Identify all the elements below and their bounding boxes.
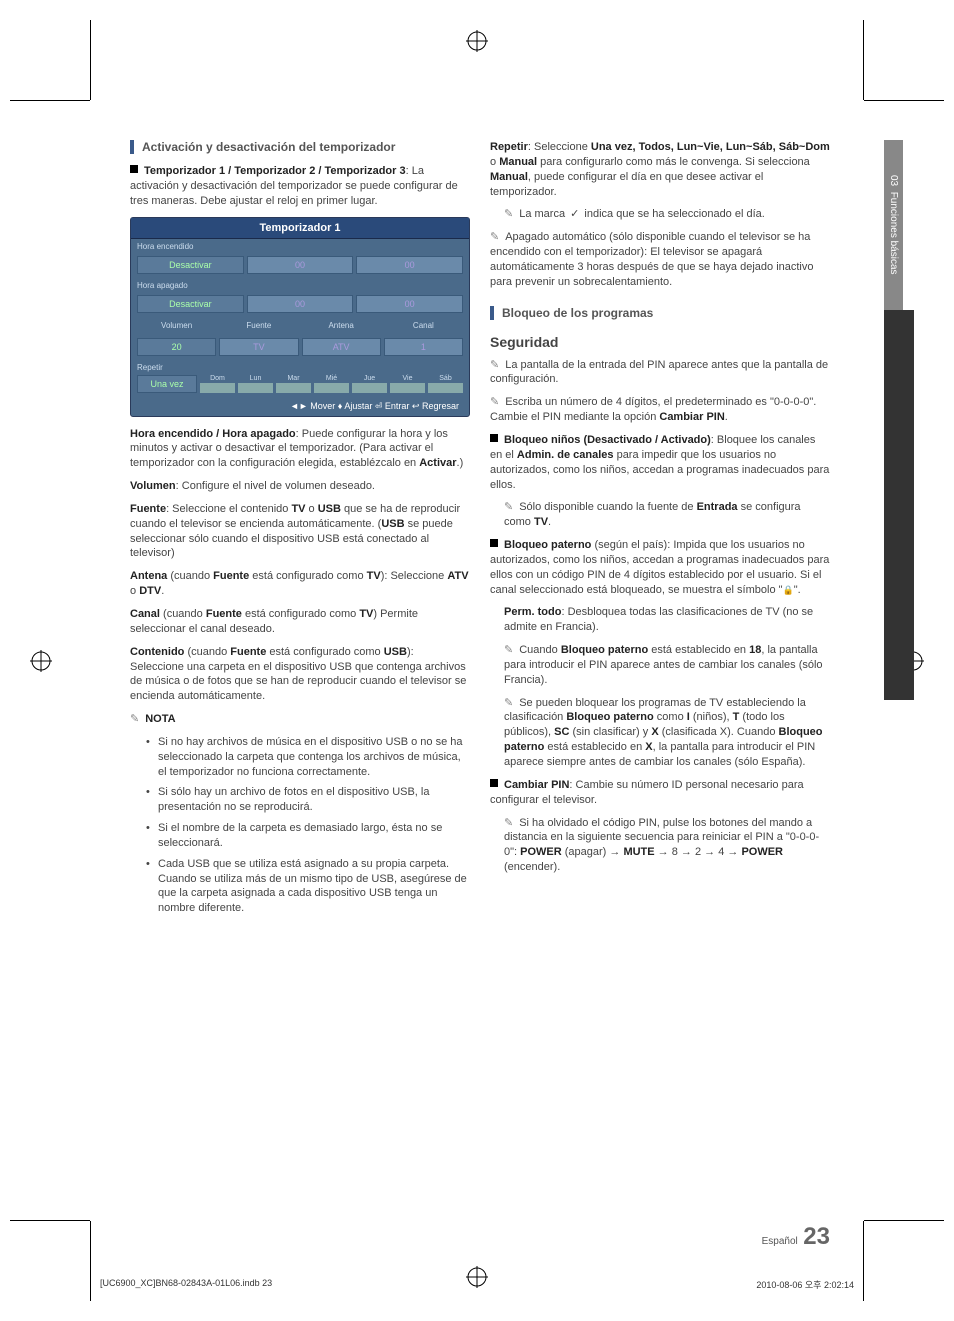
section-heading: Activación y desactivación del temporiza… <box>130 140 470 154</box>
col-header: Fuente <box>219 319 298 332</box>
bullet: Si no hay archivos de música en el dispo… <box>130 735 470 780</box>
day: Sáb <box>428 375 463 393</box>
timer-cell: 00 <box>356 256 463 274</box>
row-label: Hora apagado <box>131 278 469 293</box>
timer-panel: Temporizador 1 Hora encendido Desactivar… <box>130 217 470 417</box>
timer-cell: 20 <box>137 338 216 356</box>
timer-heading: Temporizador 1 / Temporizador 2 / Tempor… <box>144 165 406 177</box>
section-heading: Bloqueo de los programas <box>490 306 830 320</box>
note: La pantalla de la entrada del PIN aparec… <box>490 358 830 388</box>
side-tab: 03 Funciones básicas <box>884 140 914 700</box>
chapter-title: Funciones básicas <box>888 192 899 275</box>
footer-lang: Español <box>762 1236 798 1247</box>
para-canal: Canal (cuando Fuente está configurado co… <box>130 607 470 637</box>
col-header: Canal <box>384 319 463 332</box>
note: Escriba un número de 4 dígitos, el prede… <box>490 395 830 425</box>
crop-mark <box>10 1220 90 1221</box>
right-column: Repetir: Seleccione Una vez, Todos, Lun~… <box>490 140 830 883</box>
timer-cell: Desactivar <box>137 295 244 313</box>
timer-cell: Una vez <box>137 375 197 393</box>
para-bloqueo-ninos: Bloqueo niños (Desactivado / Activado): … <box>490 433 830 492</box>
print-footer: [UC6900_XC]BN68-02843A-01L06.indb 23 201… <box>100 1278 854 1291</box>
note: Si ha olvidado el código PIN, pulse los … <box>490 816 830 875</box>
page-footer: Español 23 <box>130 1223 830 1251</box>
timer-panel-title: Temporizador 1 <box>131 218 469 239</box>
para-perm-todo: Perm. todo: Desbloquea todas las clasifi… <box>490 605 830 635</box>
timer-cell: 00 <box>247 295 354 313</box>
registration-mark-top <box>466 30 488 55</box>
print-date: 2010-08-06 오후 2:02:14 <box>756 1278 854 1291</box>
timer-cell: 00 <box>356 295 463 313</box>
note: La marca indica que se ha seleccionado e… <box>490 207 830 222</box>
para-volumen: Volumen: Configure el nivel de volumen d… <box>130 479 470 494</box>
note: Cuando Bloqueo paterno está establecido … <box>490 643 830 688</box>
note: Sólo disponible cuando la fuente de Entr… <box>490 500 830 530</box>
timer-cell: TV <box>219 338 298 356</box>
print-file: [UC6900_XC]BN68-02843A-01L06.indb 23 <box>100 1278 272 1291</box>
subsection-heading: Seguridad <box>490 334 830 350</box>
timer-cell: 00 <box>247 256 354 274</box>
bullet: Si sólo hay un archivo de fotos en el di… <box>130 785 470 815</box>
para-bloqueo-paterno: Bloqueo paterno (según el país): Impida … <box>490 538 830 597</box>
bullet: Cada USB que se utiliza está asignado a … <box>130 857 470 916</box>
para-cambiar-pin: Cambiar PIN: Cambie su número ID persona… <box>490 778 830 808</box>
bullet: Si el nombre de la carpeta es demasiado … <box>130 821 470 851</box>
crop-mark <box>863 1221 864 1301</box>
crop-mark <box>864 1220 944 1221</box>
timer-cell: Desactivar <box>137 256 244 274</box>
para-hora: Hora encendido / Hora apagado: Puede con… <box>130 427 470 472</box>
timer-cell: ATV <box>302 338 381 356</box>
para-repetir: Repetir: Seleccione Una vez, Todos, Lun~… <box>490 140 830 199</box>
day: Mié <box>314 375 349 393</box>
left-column: Activación y desactivación del temporiza… <box>130 140 470 922</box>
para-contenido: Contenido (cuando Fuente está configurad… <box>130 645 470 704</box>
page-number: 23 <box>803 1223 830 1250</box>
timer-intro: Temporizador 1 / Temporizador 2 / Tempor… <box>130 164 470 209</box>
crop-mark <box>10 100 90 101</box>
chapter-number: 03 <box>888 175 899 186</box>
crop-mark <box>863 20 864 100</box>
day: Dom <box>200 375 235 393</box>
col-header: Antena <box>302 319 381 332</box>
day: Jue <box>352 375 387 393</box>
row-label: Repetir <box>131 360 469 375</box>
nota-heading: NOTA <box>130 712 470 727</box>
col-header: Volumen <box>137 319 216 332</box>
crop-mark <box>90 20 91 100</box>
note: Se pueden bloquear los programas de TV e… <box>490 696 830 770</box>
registration-mark-left <box>30 650 52 672</box>
day: Mar <box>276 375 311 393</box>
crop-mark <box>864 100 944 101</box>
day: Lun <box>238 375 273 393</box>
para-antena: Antena (cuando Fuente está configurado c… <box>130 569 470 599</box>
row-label: Hora encendido <box>131 239 469 254</box>
day: Vie <box>390 375 425 393</box>
timer-cell: 1 <box>384 338 463 356</box>
para-fuente: Fuente: Seleccione el contenido TV o USB… <box>130 502 470 561</box>
note: Apagado automático (sólo disponible cuan… <box>490 230 830 289</box>
crop-mark <box>90 1221 91 1301</box>
timer-footer: ◄► Mover ♦ Ajustar ⏎ Entrar ↩ Regresar <box>131 397 469 416</box>
